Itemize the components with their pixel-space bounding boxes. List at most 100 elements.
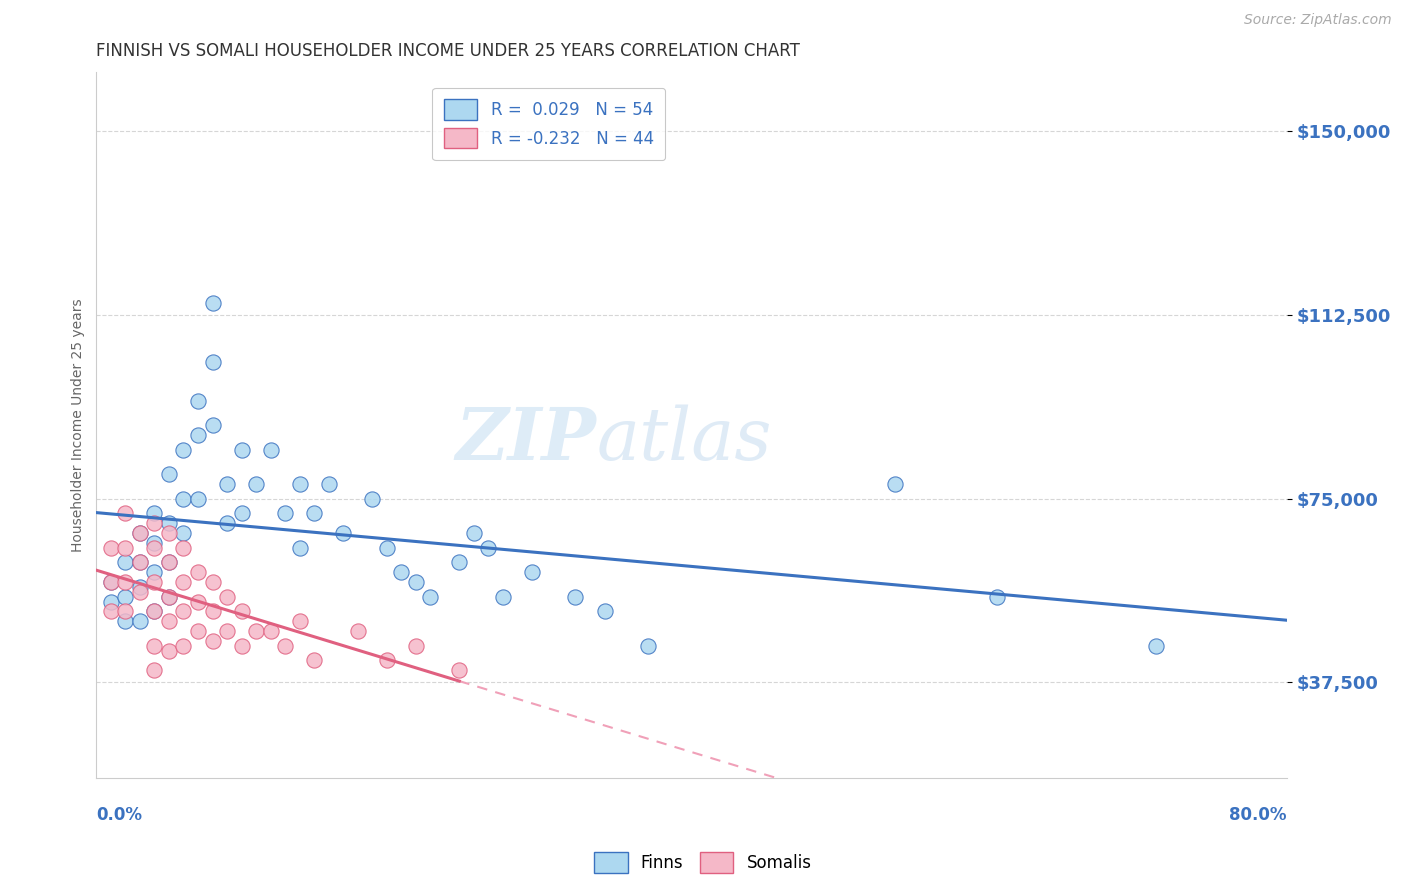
Point	[389, 565, 412, 579]
Point	[129, 556, 152, 570]
Point	[187, 565, 209, 579]
Point	[201, 295, 224, 310]
Point	[157, 590, 180, 604]
Point	[143, 604, 166, 618]
Point	[259, 624, 281, 638]
Point	[302, 507, 325, 521]
Point	[637, 639, 659, 653]
Point	[187, 624, 209, 638]
Point	[157, 467, 180, 482]
Point	[375, 541, 398, 555]
Point	[157, 516, 180, 531]
Point	[215, 477, 238, 491]
Point	[100, 604, 122, 618]
Point	[114, 507, 136, 521]
Point	[172, 574, 194, 589]
Point	[231, 639, 253, 653]
Point	[346, 624, 368, 638]
Point	[143, 536, 166, 550]
Point	[492, 590, 515, 604]
Point	[332, 526, 354, 541]
Legend: Finns, Somalis: Finns, Somalis	[588, 846, 818, 880]
Point	[100, 574, 122, 589]
Point	[129, 526, 152, 541]
Point	[201, 604, 224, 618]
Point	[157, 556, 180, 570]
Point	[143, 663, 166, 677]
Point	[157, 526, 180, 541]
Point	[463, 526, 485, 541]
Point	[288, 541, 311, 555]
Point	[172, 491, 194, 506]
Point	[187, 594, 209, 608]
Point	[114, 590, 136, 604]
Point	[100, 594, 122, 608]
Point	[302, 653, 325, 667]
Point	[215, 624, 238, 638]
Point	[143, 516, 166, 531]
Point	[231, 604, 253, 618]
Point	[143, 541, 166, 555]
Point	[318, 477, 340, 491]
Point	[883, 477, 905, 491]
Text: ZIP: ZIP	[456, 404, 596, 475]
Point	[231, 442, 253, 457]
Point	[477, 541, 499, 555]
Point	[274, 507, 297, 521]
Point	[187, 393, 209, 408]
Point	[201, 574, 224, 589]
Point	[114, 614, 136, 628]
Point	[129, 584, 152, 599]
Point	[187, 428, 209, 442]
Text: atlas: atlas	[596, 404, 772, 475]
Point	[172, 639, 194, 653]
Point	[361, 491, 384, 506]
Point	[274, 639, 297, 653]
Point	[157, 614, 180, 628]
Point	[172, 541, 194, 555]
Point	[288, 477, 311, 491]
Point	[143, 565, 166, 579]
Point	[100, 574, 122, 589]
Point	[100, 541, 122, 555]
Point	[114, 574, 136, 589]
Text: FINNISH VS SOMALI HOUSEHOLDER INCOME UNDER 25 YEARS CORRELATION CHART: FINNISH VS SOMALI HOUSEHOLDER INCOME UND…	[97, 42, 800, 60]
Point	[449, 556, 471, 570]
Point	[172, 604, 194, 618]
Point	[114, 556, 136, 570]
Point	[405, 639, 427, 653]
Point	[114, 604, 136, 618]
Point	[187, 491, 209, 506]
Point	[520, 565, 543, 579]
Point	[215, 516, 238, 531]
Point	[143, 639, 166, 653]
Point	[143, 574, 166, 589]
Text: Source: ZipAtlas.com: Source: ZipAtlas.com	[1244, 13, 1392, 28]
Point	[129, 556, 152, 570]
Point	[449, 663, 471, 677]
Point	[593, 604, 616, 618]
Point	[1144, 639, 1167, 653]
Point	[201, 418, 224, 433]
Point	[986, 590, 1008, 604]
Point	[375, 653, 398, 667]
Point	[231, 507, 253, 521]
Point	[114, 541, 136, 555]
Point	[157, 590, 180, 604]
Point	[405, 574, 427, 589]
Point	[157, 556, 180, 570]
Point	[129, 526, 152, 541]
Point	[564, 590, 586, 604]
Legend: R =  0.029   N = 54, R = -0.232   N = 44: R = 0.029 N = 54, R = -0.232 N = 44	[432, 87, 665, 161]
Point	[201, 354, 224, 368]
Point	[129, 614, 152, 628]
Y-axis label: Householder Income Under 25 years: Householder Income Under 25 years	[72, 299, 86, 552]
Point	[143, 604, 166, 618]
Point	[143, 507, 166, 521]
Point	[259, 442, 281, 457]
Point	[129, 580, 152, 594]
Point	[157, 643, 180, 657]
Point	[245, 624, 267, 638]
Text: 80.0%: 80.0%	[1229, 806, 1286, 824]
Point	[245, 477, 267, 491]
